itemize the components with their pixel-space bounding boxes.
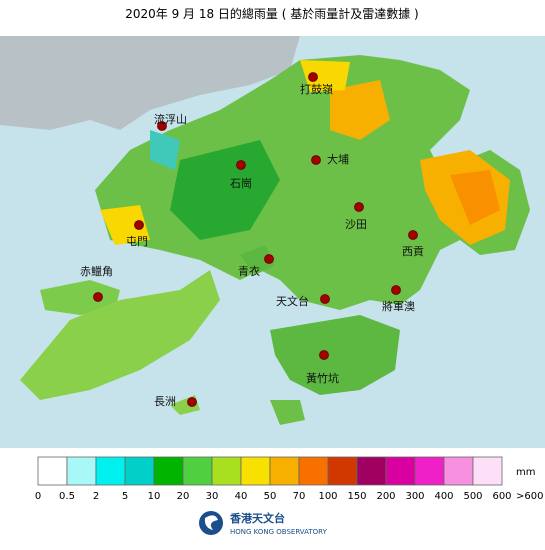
place-dot [134, 220, 144, 230]
legend-label: 5 [122, 491, 128, 502]
legend-swatch [95, 456, 126, 486]
legend-label: >600 [516, 491, 543, 502]
legend-label: 500 [463, 491, 482, 502]
place-dot [308, 72, 318, 82]
place-label: 流浮山 [154, 112, 187, 126]
legend-label: 400 [434, 491, 453, 502]
legend-swatch [153, 456, 184, 486]
place-label: 將軍澳 [382, 299, 415, 313]
place-label: 沙田 [345, 218, 367, 231]
legend-swatch [211, 456, 242, 486]
legend-swatch [240, 456, 271, 486]
legend-label: 40 [235, 491, 248, 502]
legend-label: 30 [206, 491, 219, 502]
legend-label: 200 [376, 491, 395, 502]
place-label: 屯門 [126, 235, 148, 248]
place-label: 青衣 [238, 264, 260, 278]
place-label: 黃竹坑 [306, 371, 339, 385]
legend-label: 0.5 [59, 491, 75, 502]
place-dot [157, 121, 167, 131]
place-dot [319, 350, 329, 360]
legend-swatch [472, 456, 503, 486]
legend-swatch [443, 456, 474, 486]
place-label: 大埔 [327, 152, 349, 166]
shenzhen [0, 36, 300, 130]
legend-label: 10 [148, 491, 161, 502]
legend-label: 300 [405, 491, 424, 502]
place-label: 赤鱲角 [80, 265, 113, 278]
legend-label: 600 [492, 491, 511, 502]
legend-swatch [37, 456, 68, 486]
place-dot [320, 294, 330, 304]
place-dot [354, 202, 364, 212]
place-label: 西貢 [402, 245, 424, 258]
place-dot [236, 160, 246, 170]
legend-swatch [385, 456, 416, 486]
legend-swatch [66, 456, 97, 486]
legend-label: 0 [35, 491, 41, 502]
legend-swatch [124, 456, 155, 486]
org-name-zh: 香港天文台 [229, 511, 285, 525]
title: 2020年 9 月 18 日的總雨量 ( 基於雨量計及雷達數據 ) [125, 6, 419, 21]
legend-swatch [298, 456, 329, 486]
place-dot [187, 397, 197, 407]
legend-swatch [327, 456, 358, 486]
land [20, 55, 530, 425]
legend-swatch [182, 456, 213, 486]
legend-swatch [356, 456, 387, 486]
legend: 0 0.5 2 5 10 20 30 40 50 70 100 150 200 300 400 500 600 >… [35, 456, 543, 502]
place-label: 天文台 [276, 294, 309, 308]
place-dot [264, 254, 274, 264]
org-name-en: HONG KONG OBSERVATORY [230, 528, 328, 536]
legend-label: 20 [177, 491, 190, 502]
place-label: 石崗 [230, 177, 252, 190]
legend-label: 100 [318, 491, 337, 502]
place-label: 長洲 [154, 395, 176, 408]
place-dot [408, 230, 418, 240]
legend-label: 50 [264, 491, 277, 502]
legend-label: 70 [293, 491, 306, 502]
place-dot [311, 155, 321, 165]
legend-unit: mm [516, 467, 535, 478]
legend-label: 2 [93, 491, 99, 502]
place-dot [391, 285, 401, 295]
logo: 香港天文台 HONG KONG OBSERVATORY [199, 511, 328, 536]
place-dot [93, 292, 103, 302]
place-label: 打鼓嶺 [300, 82, 333, 96]
legend-label: 150 [347, 491, 366, 502]
legend-swatch [269, 456, 300, 486]
legend-swatch [414, 456, 445, 486]
